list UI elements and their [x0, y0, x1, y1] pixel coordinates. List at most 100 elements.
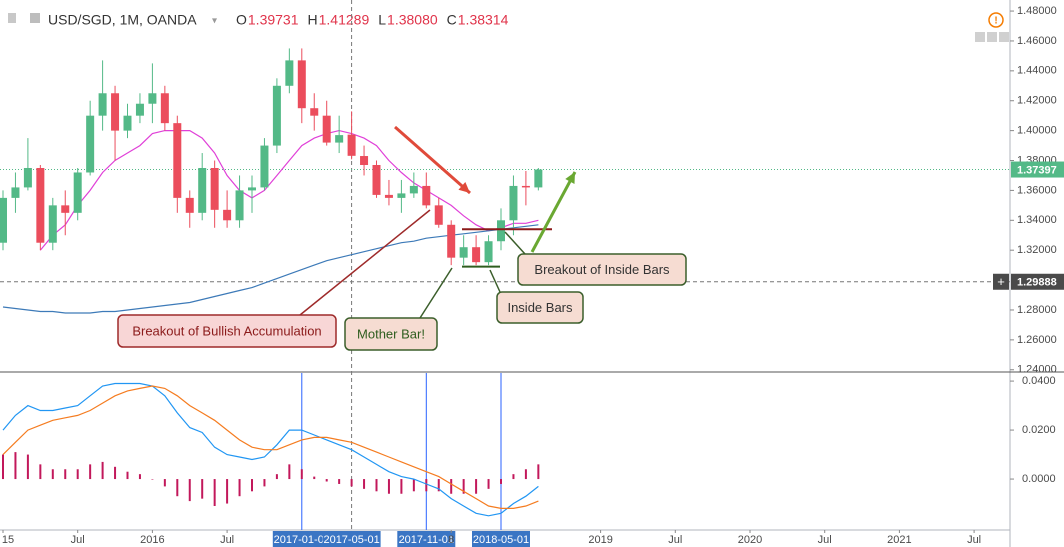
annotation-pointer — [299, 209, 431, 316]
histogram-bar — [238, 479, 241, 497]
ohlc-value: 1.41289 — [319, 12, 370, 28]
candle-body — [23, 167, 32, 188]
candle-body — [73, 172, 82, 213]
histogram-bar — [487, 479, 490, 489]
candle-body — [310, 108, 319, 116]
candle-body — [185, 197, 194, 213]
histogram-bar — [213, 479, 216, 506]
x-tick-label: Jul — [71, 534, 85, 546]
histogram-bar — [138, 474, 141, 480]
histogram-bar — [437, 479, 440, 492]
candle-body — [36, 167, 45, 243]
dropdown[interactable]: ▾ — [212, 16, 217, 27]
candle-body — [534, 169, 543, 188]
annotation-box — [344, 317, 438, 351]
y-tick-label: 1.28000 — [1017, 304, 1057, 316]
candle-body — [235, 190, 244, 221]
histogram-bar — [176, 479, 179, 497]
icon[interactable] — [30, 13, 40, 23]
x-tick-label: 2017-11-01 — [399, 534, 454, 546]
histogram-bar — [51, 469, 54, 480]
candle-body — [285, 60, 294, 86]
ohlc-key: C — [447, 12, 457, 28]
button[interactable] — [999, 32, 1009, 42]
histogram-bar — [2, 454, 4, 480]
x-tick-label: 2020 — [738, 534, 762, 546]
x-tick-highlight — [472, 531, 530, 547]
histogram-bar — [325, 479, 328, 482]
candle-body — [447, 224, 456, 258]
y-tick-label: 1.44000 — [1017, 65, 1057, 77]
histogram-bar — [400, 479, 403, 494]
y-tick-label: 1.40000 — [1017, 125, 1057, 137]
y-tick-label: 1.42000 — [1017, 95, 1057, 107]
x-tick-label: Jul — [967, 534, 981, 546]
crosshair-add-button[interactable] — [993, 273, 1009, 290]
histogram-bar — [151, 479, 154, 480]
candle-body — [459, 247, 468, 258]
y-tick-label: 1.32000 — [1017, 244, 1057, 256]
icon[interactable] — [8, 13, 16, 23]
histogram-bar — [76, 469, 79, 480]
histogram-bar — [188, 479, 191, 502]
candle-body — [260, 145, 269, 188]
last-price-label: 1.37397 — [1017, 164, 1057, 176]
arrow — [394, 125, 471, 195]
annotation-text: Breakout of Bullish Accumulation — [132, 323, 321, 338]
moving-average — [39, 129, 539, 251]
candle-body — [223, 209, 232, 221]
candle-body — [98, 93, 107, 116]
candle-body — [198, 167, 207, 213]
crosshair-price-box — [1011, 273, 1064, 290]
y-tick-label: 0.0000 — [1022, 473, 1056, 485]
histogram-bar — [251, 479, 253, 492]
annotation-text: Breakout of Inside Bars — [534, 262, 670, 277]
histogram-bar — [500, 479, 502, 484]
header: USD/SGD, 1M, OANDA ▾ — [8, 12, 217, 28]
candle-body — [11, 187, 20, 198]
histogram-bar — [350, 479, 353, 487]
histogram-bar — [39, 464, 42, 480]
y-tick-label: 1.24000 — [1017, 364, 1057, 376]
histogram-bar — [64, 469, 67, 480]
histogram-bar — [450, 479, 453, 494]
x-tick-highlight — [322, 531, 381, 547]
histogram-bar — [462, 479, 465, 494]
x-tick-label: 2021 — [887, 534, 911, 546]
x-tick-highlight — [272, 531, 331, 547]
histogram-bar — [14, 452, 17, 480]
y-tick-label: 1.36000 — [1017, 184, 1057, 196]
histogram-bar — [425, 479, 428, 492]
candle-body — [409, 185, 418, 194]
candle-body — [360, 156, 369, 166]
candle-body — [322, 115, 331, 143]
candle-body — [372, 165, 381, 195]
candle-body — [148, 93, 157, 104]
candle-body — [497, 220, 505, 242]
annotation-text: Inside Bars — [507, 300, 573, 315]
candle-body — [509, 185, 518, 221]
candle-body — [335, 135, 344, 143]
candle-body — [434, 205, 443, 225]
y-tick-label: 1.34000 — [1017, 214, 1057, 226]
x-tick-label: 2017-01-01 — [274, 534, 330, 546]
button[interactable] — [975, 32, 985, 42]
ohlc-value: 1.38080 — [387, 12, 438, 28]
histogram-bar — [512, 474, 515, 480]
x-tick-label: 2019 — [588, 534, 612, 546]
signal-line — [2, 385, 539, 509]
annotation-text: Mother Bar! — [357, 326, 425, 341]
histogram-bar — [275, 474, 278, 480]
y-tick-label: 1.48000 — [1017, 5, 1057, 17]
alert-icon[interactable] — [988, 12, 1004, 28]
histogram-bar — [201, 479, 204, 499]
histogram-bar — [363, 479, 366, 489]
histogram-bar — [524, 469, 527, 480]
arrow-head — [565, 172, 575, 184]
histogram-bar — [288, 464, 291, 480]
histogram-bar — [475, 479, 478, 494]
button[interactable] — [987, 32, 997, 42]
candle-body — [123, 115, 132, 131]
candle-body — [422, 185, 431, 206]
